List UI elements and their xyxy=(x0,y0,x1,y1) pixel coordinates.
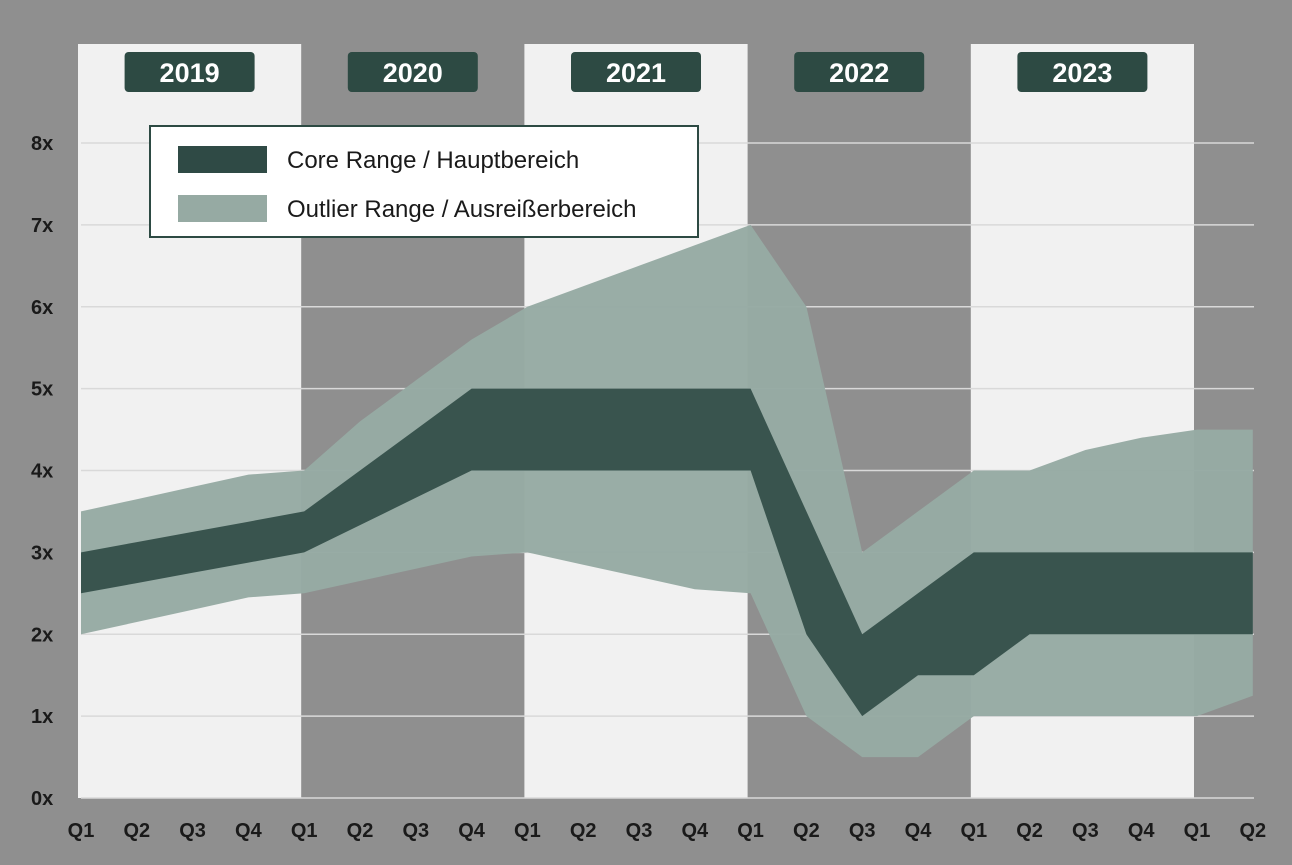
year-badge-2020: 2020 xyxy=(347,52,478,92)
x-tick-label: Q1 xyxy=(291,820,318,842)
legend-swatch-outlier xyxy=(178,195,267,222)
y-tick-label: 5x xyxy=(31,379,53,401)
x-tick-label: Q3 xyxy=(402,820,429,842)
y-tick-label: 6x xyxy=(31,297,53,319)
y-tick-label: 7x xyxy=(31,215,53,237)
year-label: 2023 xyxy=(1052,58,1112,88)
year-badge-2023: 2023 xyxy=(1017,52,1148,92)
y-tick-label: 3x xyxy=(31,542,53,564)
year-label: 2019 xyxy=(160,58,220,88)
x-tick-label: Q1 xyxy=(514,820,541,842)
y-tick-label: 8x xyxy=(31,133,53,155)
legend-swatch-core xyxy=(178,146,267,173)
year-badge-box xyxy=(124,52,255,92)
x-tick-label: Q2 xyxy=(347,820,374,842)
year-badge-2022: 2022 xyxy=(794,52,925,92)
area-core-range xyxy=(81,388,1253,717)
x-tick-label: Q1 xyxy=(737,820,764,842)
x-tick-label: Q1 xyxy=(960,820,987,842)
y-axis-ticks: 0x 1x 2x 3x 4x 5x 6x 7x 8x xyxy=(31,133,53,810)
x-tick-label: Q2 xyxy=(1016,820,1043,842)
year-badge-box xyxy=(794,52,925,92)
year-label: 2021 xyxy=(606,58,666,88)
x-tick-label: Q4 xyxy=(458,820,486,842)
y-tick-label: 1x xyxy=(31,706,53,728)
x-axis-ticks: Q1 Q2 Q3 Q4 Q1 Q2 Q3 Q4 Q1 Q2 Q3 Q4 Q1 Q2 Q3 Q4 Q1 Q2 Q3 Q4… xyxy=(68,820,1266,842)
year-label: 2020 xyxy=(383,58,443,88)
x-tick-label: Q3 xyxy=(626,820,653,842)
legend-label-core: Core Range / Hauptbereich xyxy=(287,147,579,174)
x-tick-label: Q3 xyxy=(1072,820,1099,842)
x-tick-label: Q4 xyxy=(1128,820,1156,842)
y-tick-label: 0x xyxy=(31,788,53,810)
x-tick-label: Q3 xyxy=(179,820,206,842)
x-tick-label: Q3 xyxy=(849,820,876,842)
x-tick-label: Q2 xyxy=(570,820,597,842)
y-tick-label: 4x xyxy=(31,461,53,483)
x-tick-label: Q2 xyxy=(1239,820,1266,842)
year-badge-box xyxy=(1017,52,1148,92)
legend-label-outlier: Outlier Range / Ausreißerbereich xyxy=(287,196,637,223)
year-badge-box xyxy=(571,52,701,92)
x-tick-label: Q4 xyxy=(905,820,933,842)
x-tick-label: Q4 xyxy=(681,820,709,842)
x-tick-label: Q4 xyxy=(235,820,263,842)
x-tick-label: Q1 xyxy=(68,820,95,842)
year-badge-box xyxy=(347,52,478,92)
x-tick-label: Q2 xyxy=(123,820,150,842)
y-tick-label: 2x xyxy=(31,624,53,646)
year-label: 2022 xyxy=(829,58,889,88)
x-tick-label: Q1 xyxy=(1184,820,1211,842)
legend: Core Range / Hauptbereich Outlier Range … xyxy=(149,125,699,238)
x-tick-label: Q2 xyxy=(793,820,820,842)
year-badge-2019: 2019 xyxy=(124,52,255,92)
range-areas xyxy=(81,224,1253,758)
year-badge-2021: 2021 xyxy=(571,52,701,92)
year-badges: 2019 2020 2021 2022 2023 xyxy=(124,52,1148,92)
